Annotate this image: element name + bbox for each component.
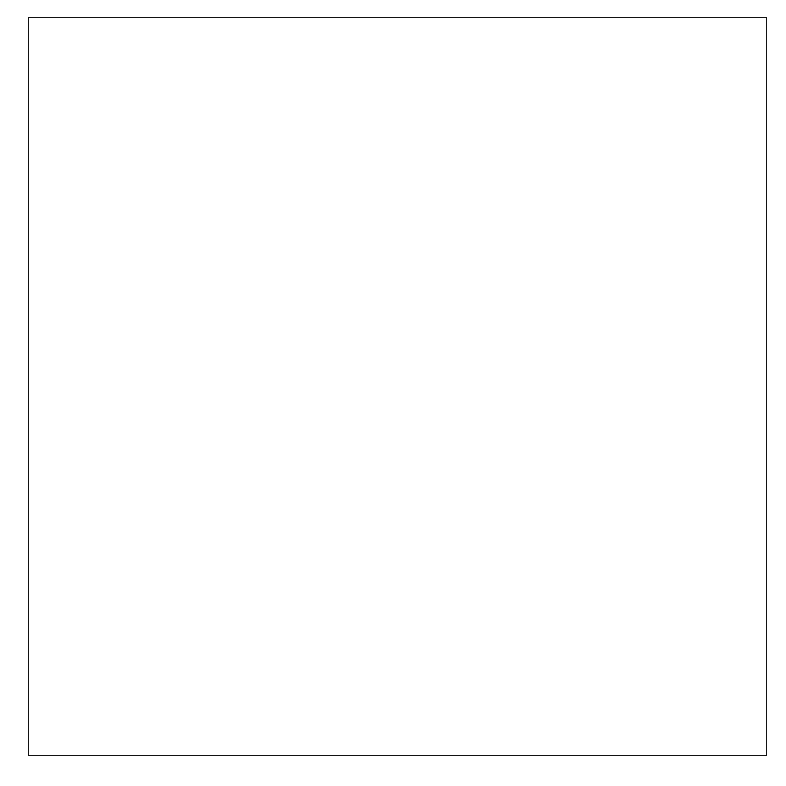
figure-frame	[28, 17, 767, 756]
word-cloud	[29, 18, 768, 757]
